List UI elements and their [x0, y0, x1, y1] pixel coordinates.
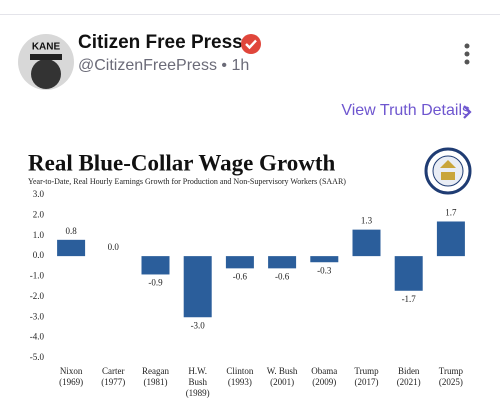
x-tick-label: Carter (1977) [101, 366, 125, 387]
x-tick-label: Trump (2017) [354, 366, 379, 387]
author-name[interactable]: Citizen Free Press [78, 32, 243, 53]
chart-subtitle: Year-to-Date, Real Hourly Earnings Growt… [28, 177, 346, 186]
data-label: -1.7 [402, 294, 417, 304]
y-tick-label: -2.0 [30, 291, 45, 301]
x-tick-label: Trump (2025) [439, 366, 464, 387]
view-details-link[interactable]: View Truth Details [341, 102, 470, 120]
x-tick-line: Trump [439, 366, 464, 376]
data-label: -3.0 [191, 320, 206, 330]
bar [310, 256, 339, 263]
data-label: -0.9 [148, 278, 163, 288]
bar [57, 239, 86, 257]
x-tick-line: H.W. [188, 366, 207, 376]
bar [268, 256, 297, 269]
x-tick-line: (2017) [355, 377, 379, 387]
data-label: 0.8 [65, 226, 77, 236]
data-label: 1.3 [361, 216, 373, 226]
y-tick-label: 3.0 [33, 189, 45, 199]
x-tick-line: (2025) [439, 377, 463, 387]
x-tick-label: Nixon (1969) [59, 366, 83, 387]
y-tick-label: -4.0 [30, 332, 45, 342]
link-text: View Truth Details [341, 102, 470, 119]
bar [352, 229, 381, 257]
bar [394, 256, 423, 291]
chart-title: Real Blue-Collar Wage Growth [28, 150, 336, 175]
chevron [463, 105, 472, 119]
data-label: -0.3 [317, 265, 332, 275]
x-tick-label: Clinton (1993) [226, 366, 254, 387]
handle: @CitizenFreePress [78, 57, 217, 74]
x-tick-line: W. Bush [267, 366, 298, 376]
bar [436, 221, 465, 257]
data-label: -0.6 [275, 271, 290, 281]
data-label: 1.7 [445, 208, 457, 218]
bar [225, 256, 254, 269]
y-tick-label: 1.0 [33, 230, 45, 240]
seal [424, 147, 472, 195]
avatar[interactable]: KANE [18, 34, 74, 90]
x-tick-line: Nixon [60, 366, 83, 376]
chart: Real Blue-Collar Wage Growth Year-to-Dat… [22, 146, 478, 418]
x-tick-line: Bush [188, 377, 207, 387]
handle-line: @CitizenFreePress • 1h [78, 57, 249, 75]
y-tick-label: 2.0 [33, 209, 45, 219]
x-tick-line: Clinton [226, 366, 254, 376]
x-tick-line: Obama [311, 366, 337, 376]
x-tick-label: W. Bush (2001) [267, 366, 298, 387]
verified-badge [241, 34, 261, 54]
x-tick-line: (1977) [101, 377, 125, 387]
y-tick-label: -1.0 [30, 271, 45, 281]
more-menu[interactable] [460, 42, 474, 68]
y-tick-label: -3.0 [30, 311, 45, 321]
x-tick-label: Obama (2009) [311, 366, 337, 387]
bar [183, 256, 212, 318]
divider [0, 14, 500, 15]
separator: • [221, 57, 228, 74]
x-tick-line: Biden [398, 366, 420, 376]
time: 1h [231, 57, 250, 74]
x-tick-line: (1993) [228, 377, 252, 387]
y-tick-label: -5.0 [30, 352, 45, 362]
x-tick-label: Biden (2021) [397, 366, 421, 387]
data-label: 0.0 [108, 242, 120, 252]
data-label: -0.6 [233, 271, 248, 281]
x-tick-line: (1989) [186, 388, 210, 398]
bar [141, 256, 170, 275]
x-tick-line: (1981) [144, 377, 168, 387]
x-tick-line: Reagan [142, 366, 169, 376]
avatar-text: KANE [32, 42, 61, 53]
x-tick-line: Carter [102, 366, 125, 376]
y-tick-label: 0.0 [33, 250, 45, 260]
x-tick-label: H.W. Bush (1989) [186, 366, 210, 398]
x-tick-label: Reagan (1981) [142, 366, 169, 387]
x-tick-line: (1969) [59, 377, 83, 387]
x-tick-line: (2001) [270, 377, 294, 387]
x-tick-line: Trump [354, 366, 379, 376]
x-tick-line: (2009) [312, 377, 336, 387]
x-tick-line: (2021) [397, 377, 421, 387]
